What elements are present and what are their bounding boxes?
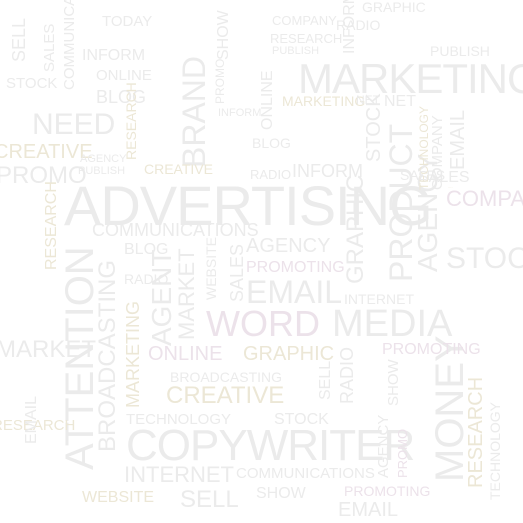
word-promoting-bottom: PROMOTING	[344, 483, 431, 499]
word-communications-low: COMMUNICATIONS	[236, 465, 375, 482]
word-website-bottom: WEBSITE	[82, 489, 155, 506]
word-research-vertical: RESEARCH	[465, 376, 487, 488]
word-promoting-right: PROMOTING	[382, 341, 481, 358]
word-need: NEED	[32, 108, 116, 141]
word-agency: AGENCY	[246, 235, 331, 257]
word-sales-left: SALES	[400, 167, 446, 183]
word-email-left-vertical: EMAIL	[23, 395, 40, 444]
word-creative-mid: CREATIVE	[166, 382, 285, 409]
word-online-top: ONLINE	[96, 67, 152, 84]
word-media: MEDIA	[332, 303, 453, 345]
word-marketing-vertical: MARKETING	[123, 300, 143, 408]
word-marketing-top: MARKETING	[282, 93, 366, 109]
word-internet: INTERNET	[124, 462, 234, 487]
word-net-right: NET	[356, 93, 380, 107]
word-agent: AGENT	[146, 249, 177, 346]
word-net: NET	[384, 93, 416, 110]
word-sell-top-vertical: SELL	[9, 17, 29, 62]
word-stock-mid: STOCK	[274, 411, 329, 428]
word-sell-vertical: SELL	[317, 360, 334, 400]
word-inform-small: INFORM	[218, 107, 262, 119]
word-technology-right-vertical: TECHNOLOGY	[487, 401, 503, 500]
word-company-top: COMPANY	[272, 13, 337, 28]
word-market-vertical: MARKET	[174, 248, 199, 340]
word-email-main: EMAIL	[246, 274, 343, 310]
word-inform: INFORM	[292, 161, 363, 181]
word-email-vertical: EMAIL	[447, 109, 469, 170]
word-stock-right: STOCK	[446, 242, 523, 275]
word-radio-mid: RADIO	[124, 271, 169, 287]
word-graphic-vertical: GRAPHIC	[342, 174, 369, 284]
word-technology: TECHNOLOGY	[126, 411, 232, 428]
word-graphic: GRAPHIC	[243, 343, 335, 365]
word-online-vertical: ONLINE	[259, 70, 276, 130]
word-promo-right-vertical: PROMO	[395, 428, 410, 478]
word-sales-right: SALES	[418, 169, 470, 186]
word-publish-small: PUBLISH	[78, 165, 126, 177]
word-broadcasting: BROADCASTING	[170, 369, 283, 385]
word-creative-left: CREATIVE	[0, 141, 93, 163]
word-agency-small: AGENCY	[80, 153, 127, 165]
word-promo-left: PROMO	[0, 162, 87, 189]
word-sales-mid-vertical: SALES	[227, 243, 247, 302]
word-internet-mid: INTERNET	[344, 291, 414, 307]
word-graphic-top: GRAPHIC	[362, 0, 426, 15]
word-research-left-vertical: RESEARCH	[43, 181, 60, 270]
word-market-left: MARKET	[0, 336, 97, 363]
word-blog-small: BLOG	[252, 135, 291, 151]
word-brand: BRAND	[176, 55, 212, 168]
word-publish-top: PUBLISH	[272, 45, 320, 57]
word-research-left: RESEARCH	[0, 417, 76, 434]
word-blog-mid: BLOG	[124, 241, 169, 258]
word-email-bottom: EMAIL	[338, 499, 399, 521]
word-online: ONLINE	[148, 343, 223, 365]
word-company: COMPANY	[446, 186, 523, 211]
word-compa-right: COMPANY	[448, 188, 453, 189]
word-promo-vertical: PROMO	[213, 58, 227, 104]
word-inform-top-vertical: INFORM	[341, 0, 358, 54]
word-communications-vertical: COMMUNICATIONS	[61, 0, 78, 90]
word-radio-vertical: RADIO	[337, 346, 357, 404]
word-blog: BLOG	[96, 87, 147, 107]
word-show-bottom: SHOW	[256, 485, 306, 502]
word-broadcasting-vertical: BROADCASTING	[94, 259, 121, 452]
word-website-vertical: WEBSITE	[203, 236, 219, 300]
word-copywriter: COPYWRITER	[126, 421, 415, 470]
word-creative-small: CREATIVE	[144, 161, 213, 177]
word-today-top: TODAY	[102, 13, 153, 30]
word-research-top-vertical: RESEARCH	[123, 82, 139, 160]
word-radio-small: RADIO	[250, 167, 292, 182]
word-agency-right-vertical: AGENCY	[375, 414, 392, 478]
word-promoting: PROMOTING	[246, 259, 345, 276]
word-stock-left: STOCK	[6, 75, 58, 92]
word-show-top-vertical: SHOW	[215, 10, 232, 60]
word-marketing: MARKETING	[298, 55, 523, 102]
word-sales-top-vertical: SALES	[41, 23, 58, 72]
word-research-top: RESEARCH	[270, 31, 343, 46]
word-word: WORD	[206, 303, 320, 344]
word-inform-top: INFORM	[82, 47, 146, 64]
word-publish-right: PUBLISH	[430, 43, 490, 59]
word-show-vertical: SHOW	[385, 359, 402, 406]
word-communications: COMMUNICATIONS	[92, 220, 259, 240]
word-radio-top: RADIO	[336, 17, 381, 33]
word-sell-bottom: SELL	[180, 486, 239, 513]
word-advertising: ADVERTISING	[64, 174, 433, 237]
